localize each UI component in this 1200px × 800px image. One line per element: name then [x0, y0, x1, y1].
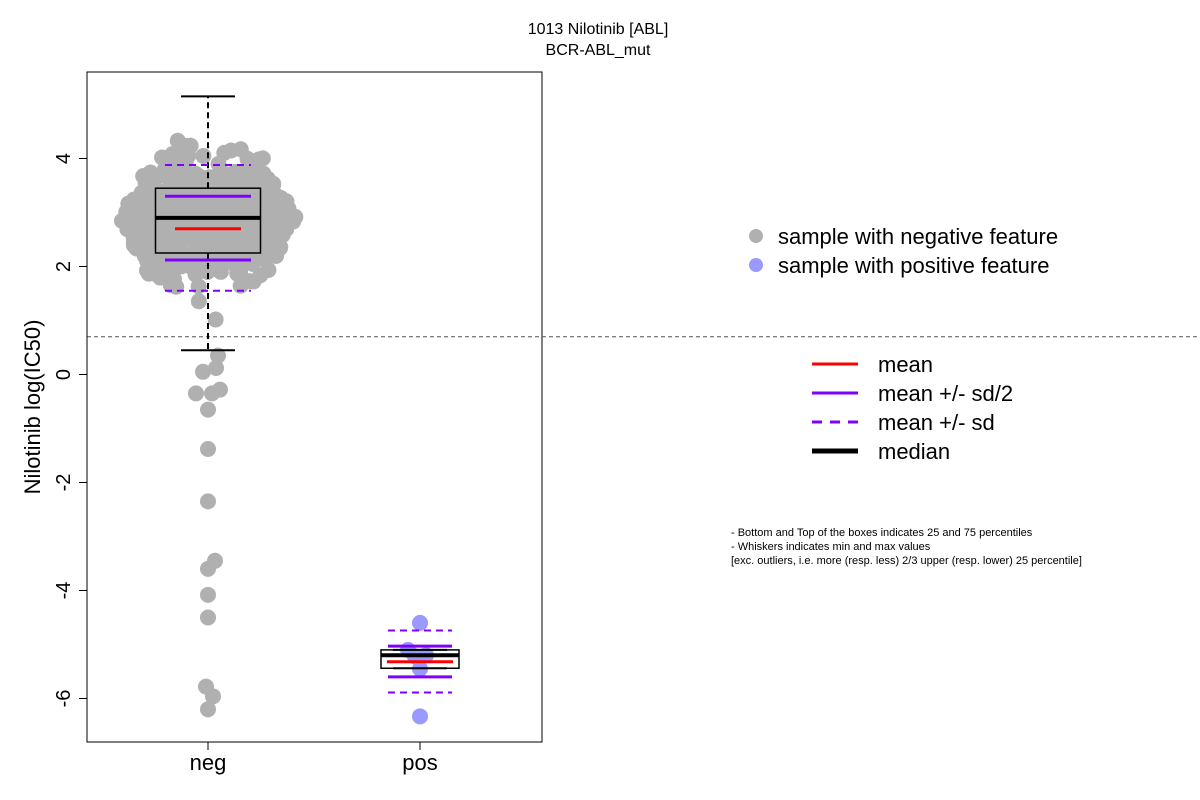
legend-marker: [749, 258, 763, 272]
y-tick-label: -2: [53, 474, 75, 492]
chart-title-line2: BCR-ABL_mut: [546, 42, 651, 59]
chart-title-line1: 1013 Nilotinib [ABL]: [528, 21, 669, 38]
legend: sample with negative feature sample with …: [749, 224, 1058, 464]
legend-label: sample with positive feature: [778, 253, 1049, 278]
point-neg: [199, 263, 216, 280]
y-tick-label: -4: [53, 582, 75, 600]
point-neg: [260, 200, 277, 217]
y-tick-label: 0: [53, 369, 75, 380]
point-neg: [232, 141, 249, 158]
footnote-line: [exc. outliers, i.e. more (resp. less) 2…: [731, 555, 1082, 567]
point-neg: [188, 385, 204, 402]
point-neg: [280, 200, 297, 217]
point-neg: [212, 381, 228, 398]
point-neg: [200, 586, 216, 603]
y-tick-label: 4: [53, 153, 75, 164]
point-pos: [412, 614, 428, 631]
point-neg: [164, 229, 181, 246]
x-tick-label: neg: [190, 750, 227, 775]
point-neg: [134, 226, 151, 243]
point-neg: [232, 277, 249, 294]
point-neg: [223, 167, 240, 184]
point-neg: [205, 223, 222, 240]
point-neg: [207, 311, 224, 328]
point-neg: [146, 225, 163, 242]
point-neg: [161, 181, 178, 198]
point-neg: [123, 207, 140, 224]
point-neg: [208, 360, 224, 377]
point-neg: [140, 246, 157, 263]
legend-label: sample with negative feature: [778, 224, 1058, 249]
point-neg: [201, 169, 218, 186]
point-neg: [154, 149, 171, 166]
box-elements: [154, 95, 460, 694]
point-neg: [259, 170, 276, 187]
legend-line-label: mean +/- sd/2: [878, 381, 1013, 406]
point-neg: [169, 132, 186, 149]
point-neg: [200, 701, 216, 718]
point-neg: [250, 226, 267, 243]
point-neg: [190, 293, 207, 310]
point-neg: [169, 148, 186, 165]
point-neg: [207, 552, 223, 569]
legend-line-label: mean: [878, 352, 933, 377]
x-axis: neg pos: [190, 741, 438, 775]
point-neg: [200, 493, 216, 510]
point-neg: [119, 221, 136, 238]
point-pos: [412, 708, 428, 725]
point-neg: [210, 155, 227, 172]
point-neg: [193, 201, 210, 218]
point-neg: [190, 278, 207, 295]
legend-marker: [749, 229, 763, 243]
y-tick-label: 2: [53, 261, 75, 272]
y-tick-label: -6: [53, 690, 75, 708]
point-neg: [168, 278, 185, 295]
point-neg: [195, 363, 211, 380]
point-neg: [180, 254, 197, 271]
box-iqr: [154, 187, 262, 254]
legend-line-label: mean +/- sd: [878, 410, 995, 435]
point-neg: [252, 267, 269, 284]
point-neg: [278, 221, 295, 238]
y-axis: -6 -4 -2 0 2 4: [53, 153, 88, 708]
point-neg: [272, 238, 289, 255]
x-tick-label: pos: [402, 750, 437, 775]
point-neg: [179, 172, 196, 189]
point-neg: [150, 260, 167, 277]
footnote-line: - Bottom and Top of the boxes indicates …: [731, 527, 1033, 539]
point-neg: [140, 187, 157, 204]
data-points: [114, 132, 434, 725]
point-neg: [229, 265, 246, 282]
point-neg: [139, 168, 156, 185]
point-neg: [205, 688, 221, 705]
footnote-line: - Whiskers indicates min and max values: [731, 541, 931, 553]
point-neg: [177, 226, 194, 243]
point-neg: [210, 347, 226, 364]
point-neg: [200, 441, 216, 458]
point-neg: [161, 168, 178, 185]
point-neg: [195, 147, 212, 164]
box-iqr: [380, 649, 460, 670]
point-neg: [200, 401, 216, 418]
point-neg: [206, 206, 223, 223]
legend-line-label: median: [878, 439, 950, 464]
point-neg: [200, 609, 216, 626]
point-neg: [242, 161, 259, 178]
y-axis-label: Nilotinib log(IC50): [20, 320, 45, 495]
point-neg: [255, 250, 272, 267]
footnotes: - Bottom and Top of the boxes indicates …: [731, 527, 1082, 567]
